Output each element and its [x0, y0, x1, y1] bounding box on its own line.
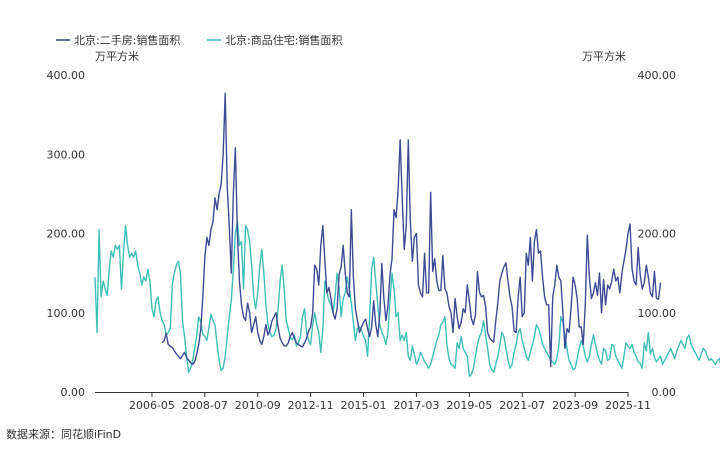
legend[interactable]: 北京:二手房:销售面积 北京:商品住宅:销售面积: [56, 33, 342, 47]
legend-label-series-2: 北京:商品住宅:销售面积: [225, 33, 342, 47]
x-tick-label: 2023-09: [552, 399, 598, 412]
y-axis-unit-right: 万平方米: [582, 49, 626, 63]
y-axis-unit-left: 万平方米: [95, 49, 139, 63]
x-tick-label: 2006-05: [129, 399, 175, 412]
y-tick-label-left: 200.00: [47, 228, 86, 241]
y-tick-label-right: 0.00: [652, 386, 677, 399]
x-tick-label: 2010-09: [235, 399, 281, 412]
x-tick-label: 2021-07: [499, 399, 545, 412]
data-source-note: 数据来源：同花顺iFinD: [6, 427, 121, 441]
series-layer: [94, 92, 720, 377]
x-tick-label: 2017-03: [393, 399, 439, 412]
x-tick-label: 2015-01: [341, 399, 387, 412]
x-tick-label: 2025-11: [605, 399, 651, 412]
legend-label-series-1: 北京:二手房:销售面积: [74, 33, 180, 47]
x-tick-label: 2012-11: [288, 399, 334, 412]
y-tick-label-right: 400.00: [638, 69, 677, 82]
y-tick-label-right: 200.00: [638, 228, 677, 241]
series-line-1[interactable]: [161, 92, 662, 368]
axes: 400.00 300.00 200.00 100.00 0.00 400.00 200.00…: [47, 69, 677, 412]
x-tick-label: 2019-05: [446, 399, 492, 412]
y-tick-label-right: 100.00: [638, 307, 677, 320]
y-tick-label-left: 400.00: [47, 69, 86, 82]
y-tick-label-left: 100.00: [47, 307, 86, 320]
y-tick-label-left: 0.00: [61, 386, 86, 399]
x-tick-label: 2008-07: [182, 399, 228, 412]
y-tick-label-left: 300.00: [47, 148, 86, 161]
series-line-2[interactable]: [94, 220, 720, 377]
